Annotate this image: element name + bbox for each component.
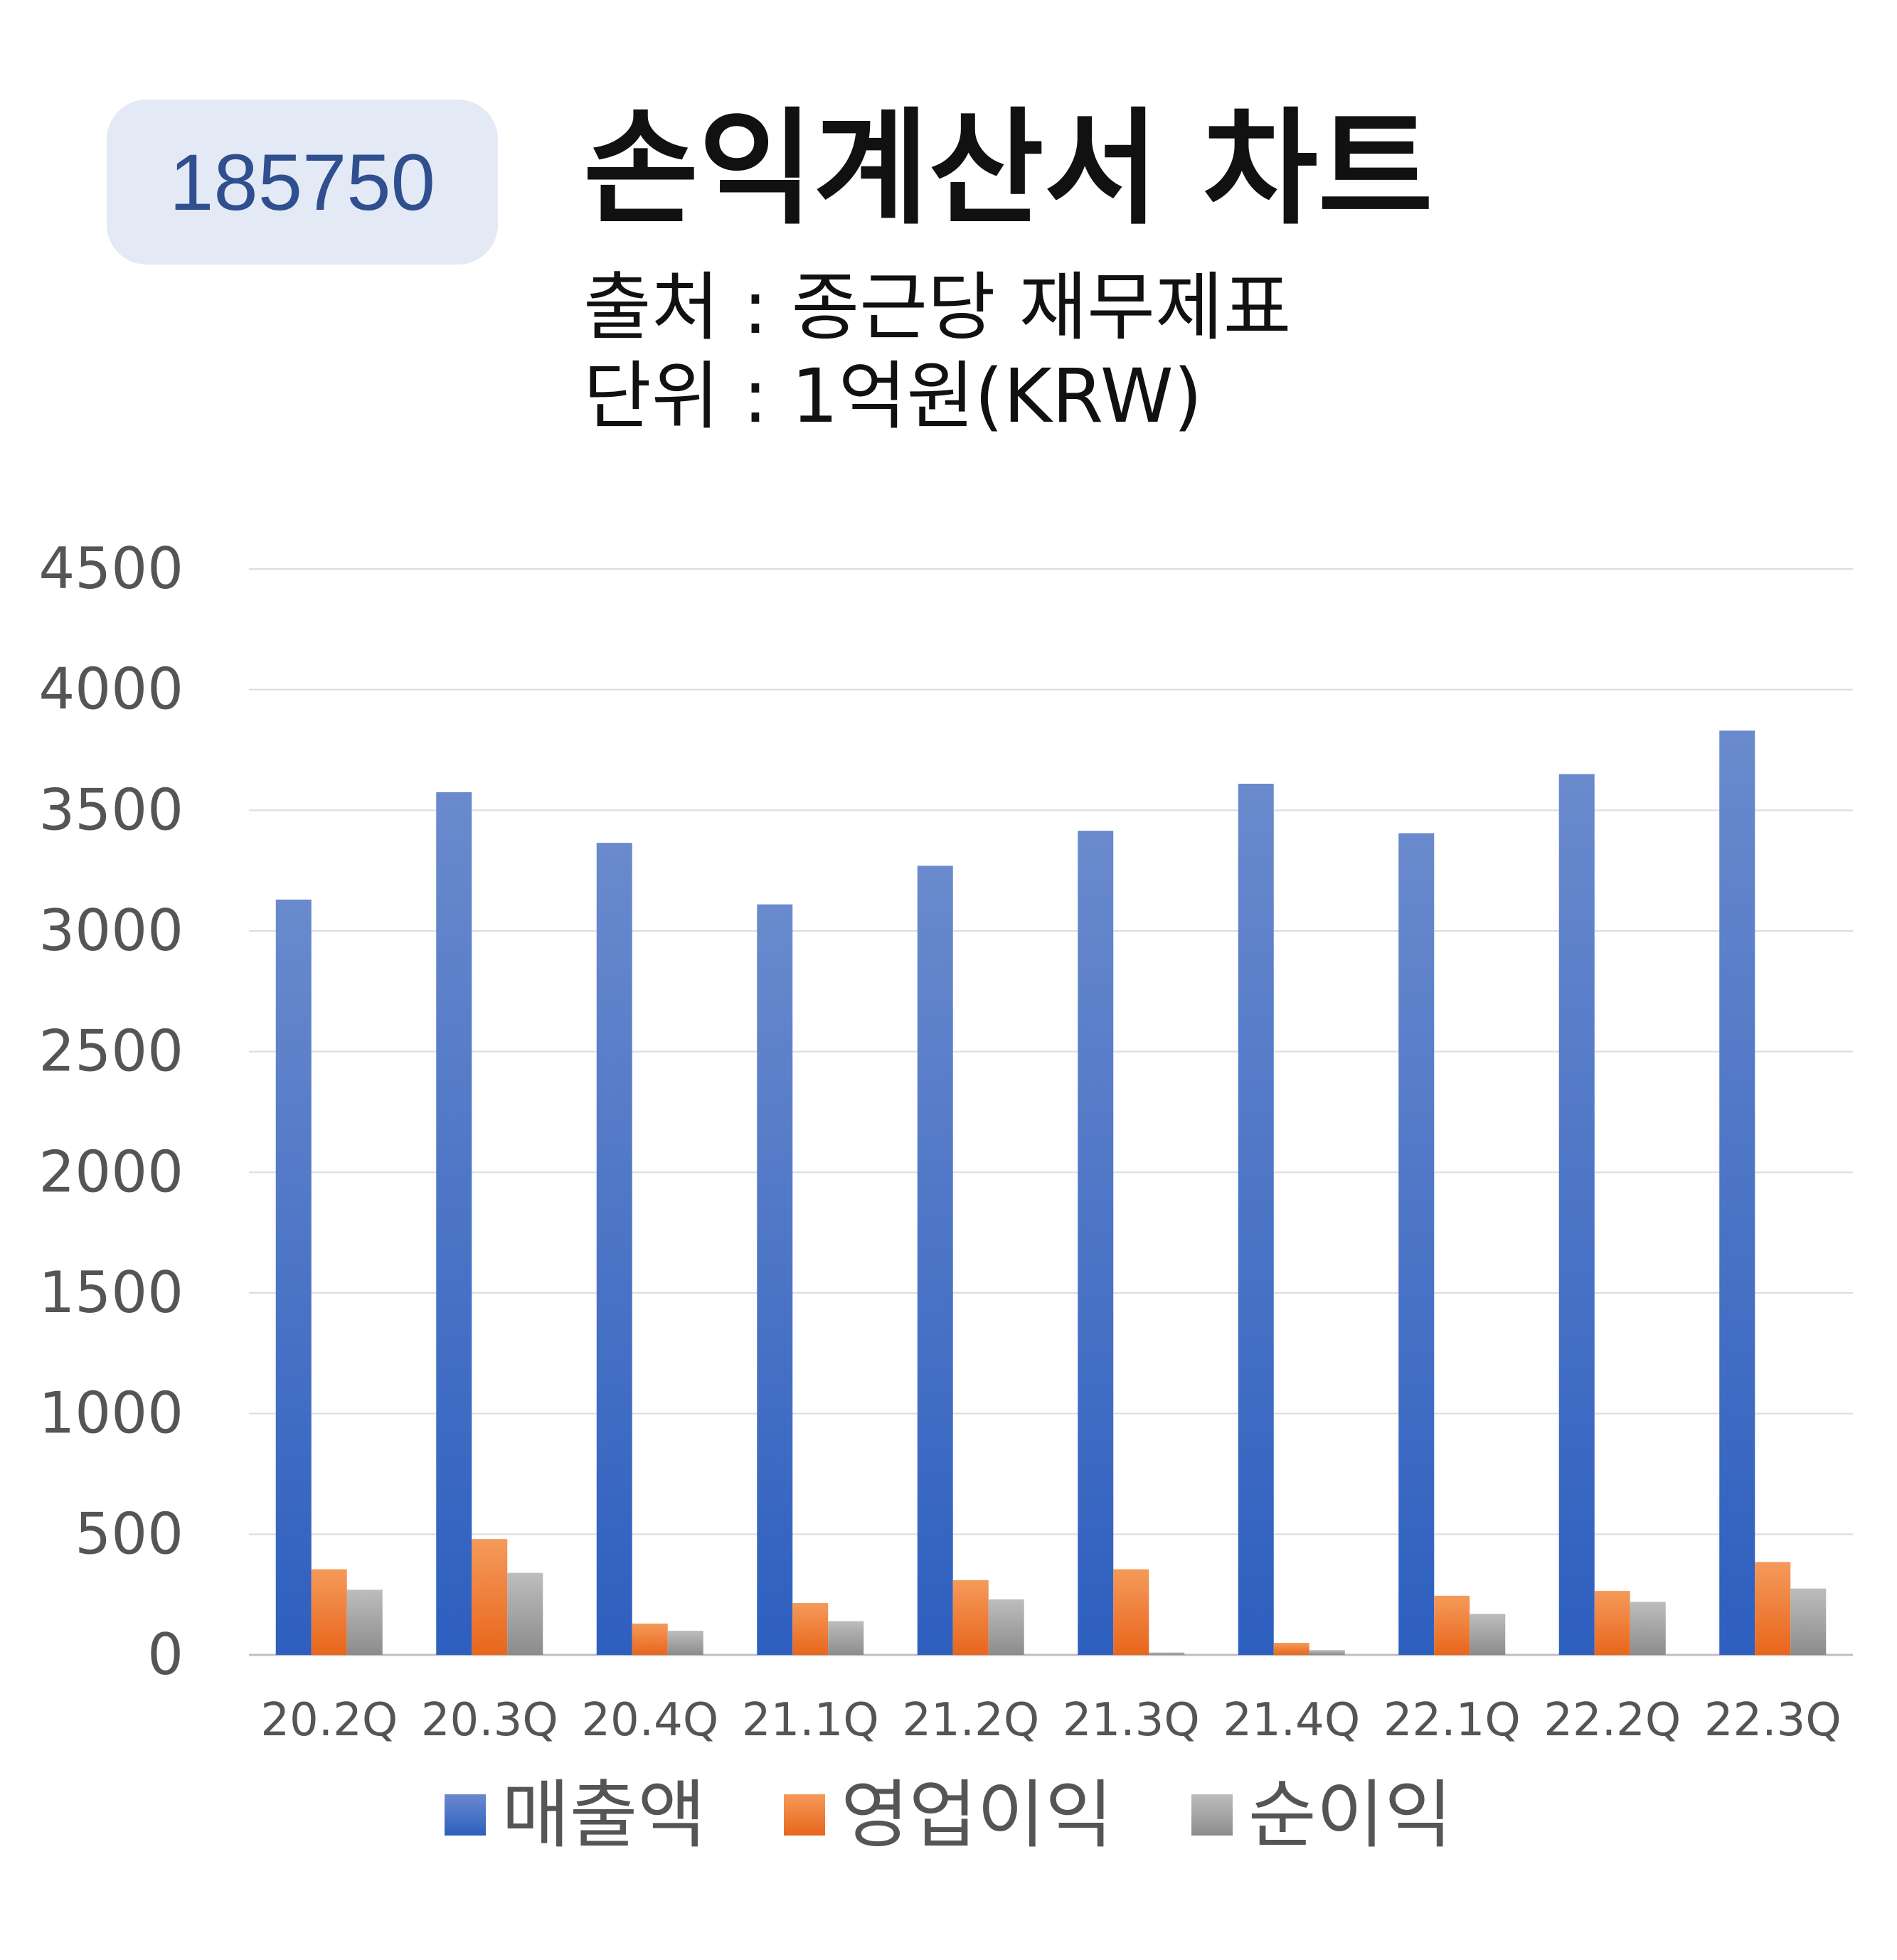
bar-revenue <box>275 899 312 1655</box>
stock-code: 185750 <box>169 137 435 227</box>
x-tick-label: 20.4Q <box>581 1694 718 1747</box>
y-tick-label: 3500 <box>38 777 184 843</box>
y-tick-label: 1500 <box>38 1259 184 1326</box>
x-tick-label: 22.3Q <box>1704 1694 1842 1747</box>
bar-net-profit <box>346 1589 383 1655</box>
y-tick-label: 0 <box>147 1621 184 1688</box>
bar-net-profit <box>507 1572 543 1655</box>
x-tick-label: 21.1Q <box>742 1694 879 1747</box>
x-tick-label: 21.2Q <box>902 1694 1039 1747</box>
bars <box>275 730 1827 1655</box>
bar-revenue <box>757 904 793 1655</box>
y-tick-label: 3000 <box>38 898 184 964</box>
bar-revenue <box>1238 784 1274 1655</box>
bar-net-profit <box>828 1621 864 1655</box>
bar-operating-profit <box>792 1603 829 1655</box>
legend-label-net-profit: 순이익 <box>1248 1772 1452 1858</box>
bar-net-profit <box>1790 1588 1827 1655</box>
bar-net-profit <box>1149 1652 1185 1655</box>
legend-item-operating-profit: 영업이익 <box>784 1778 1113 1852</box>
bar-net-profit <box>1630 1602 1666 1655</box>
bar-operating-profit <box>632 1623 668 1655</box>
bar-revenue <box>436 792 472 1655</box>
legend-swatch-revenue <box>445 1794 487 1836</box>
bar-revenue <box>1078 831 1114 1655</box>
y-tick-label: 4000 <box>38 656 184 723</box>
legend-item-revenue: 매출액 <box>445 1778 706 1852</box>
bar-revenue <box>1719 730 1755 1655</box>
x-tick-label: 20.3Q <box>421 1694 558 1747</box>
y-tick-label: 2000 <box>38 1139 184 1205</box>
bar-net-profit <box>1309 1650 1345 1655</box>
legend-swatch-operating-profit <box>784 1794 826 1836</box>
legend-item-net-profit: 순이익 <box>1191 1778 1452 1852</box>
x-axis-ticks: 20.2Q 20.3Q 20.4Q 21.1Q 21.2Q 21.3Q 21.4Q 22.1Q… <box>260 1694 1841 1747</box>
bar-net-profit <box>1470 1614 1506 1655</box>
y-tick-label: 1000 <box>38 1380 184 1447</box>
x-tick-label: 21.4Q <box>1223 1694 1360 1747</box>
bar-revenue <box>917 866 953 1655</box>
bar-operating-profit <box>952 1580 989 1655</box>
stock-code-badge: 185750 <box>107 100 498 265</box>
bar-operating-profit <box>1434 1595 1470 1655</box>
bar-operating-profit <box>472 1539 508 1655</box>
x-tick-label: 22.1Q <box>1383 1694 1521 1747</box>
y-tick-label: 500 <box>75 1501 184 1567</box>
bar-operating-profit <box>1594 1591 1630 1655</box>
bar-net-profit <box>988 1599 1024 1655</box>
legend: 매출액 영업이익 순이익 <box>0 1778 1897 1852</box>
unit-label: 단위 : 1억원(KRW) <box>583 353 1203 440</box>
gridlines <box>249 568 1853 1656</box>
bar-operating-profit <box>1273 1643 1309 1655</box>
x-tick-label: 20.2Q <box>260 1694 398 1747</box>
source-label: 출처 : 종근당 재무제표 <box>583 264 1292 351</box>
legend-label-operating-profit: 영업이익 <box>841 1772 1113 1858</box>
bar-net-profit <box>667 1631 703 1655</box>
chart-title: 손익계산서 차트 <box>583 96 1433 242</box>
bar-operating-profit <box>1113 1569 1149 1655</box>
y-tick-label: 4500 <box>38 536 184 602</box>
legend-label-revenue: 매출액 <box>501 1772 706 1858</box>
bar-revenue <box>1398 833 1435 1655</box>
legend-swatch-net-profit <box>1191 1794 1233 1836</box>
x-tick-label: 21.3Q <box>1063 1694 1200 1747</box>
bar-operating-profit <box>311 1569 347 1655</box>
y-tick-label: 2500 <box>38 1018 184 1085</box>
x-tick-label: 22.2Q <box>1543 1694 1681 1747</box>
y-axis-ticks: 0 500 1000 1500 2000 2500 3000 3500 4000 4500 <box>38 536 184 1688</box>
bar-operating-profit <box>1755 1562 1791 1655</box>
bar-revenue <box>1558 774 1595 1655</box>
bar-revenue <box>596 843 632 1655</box>
